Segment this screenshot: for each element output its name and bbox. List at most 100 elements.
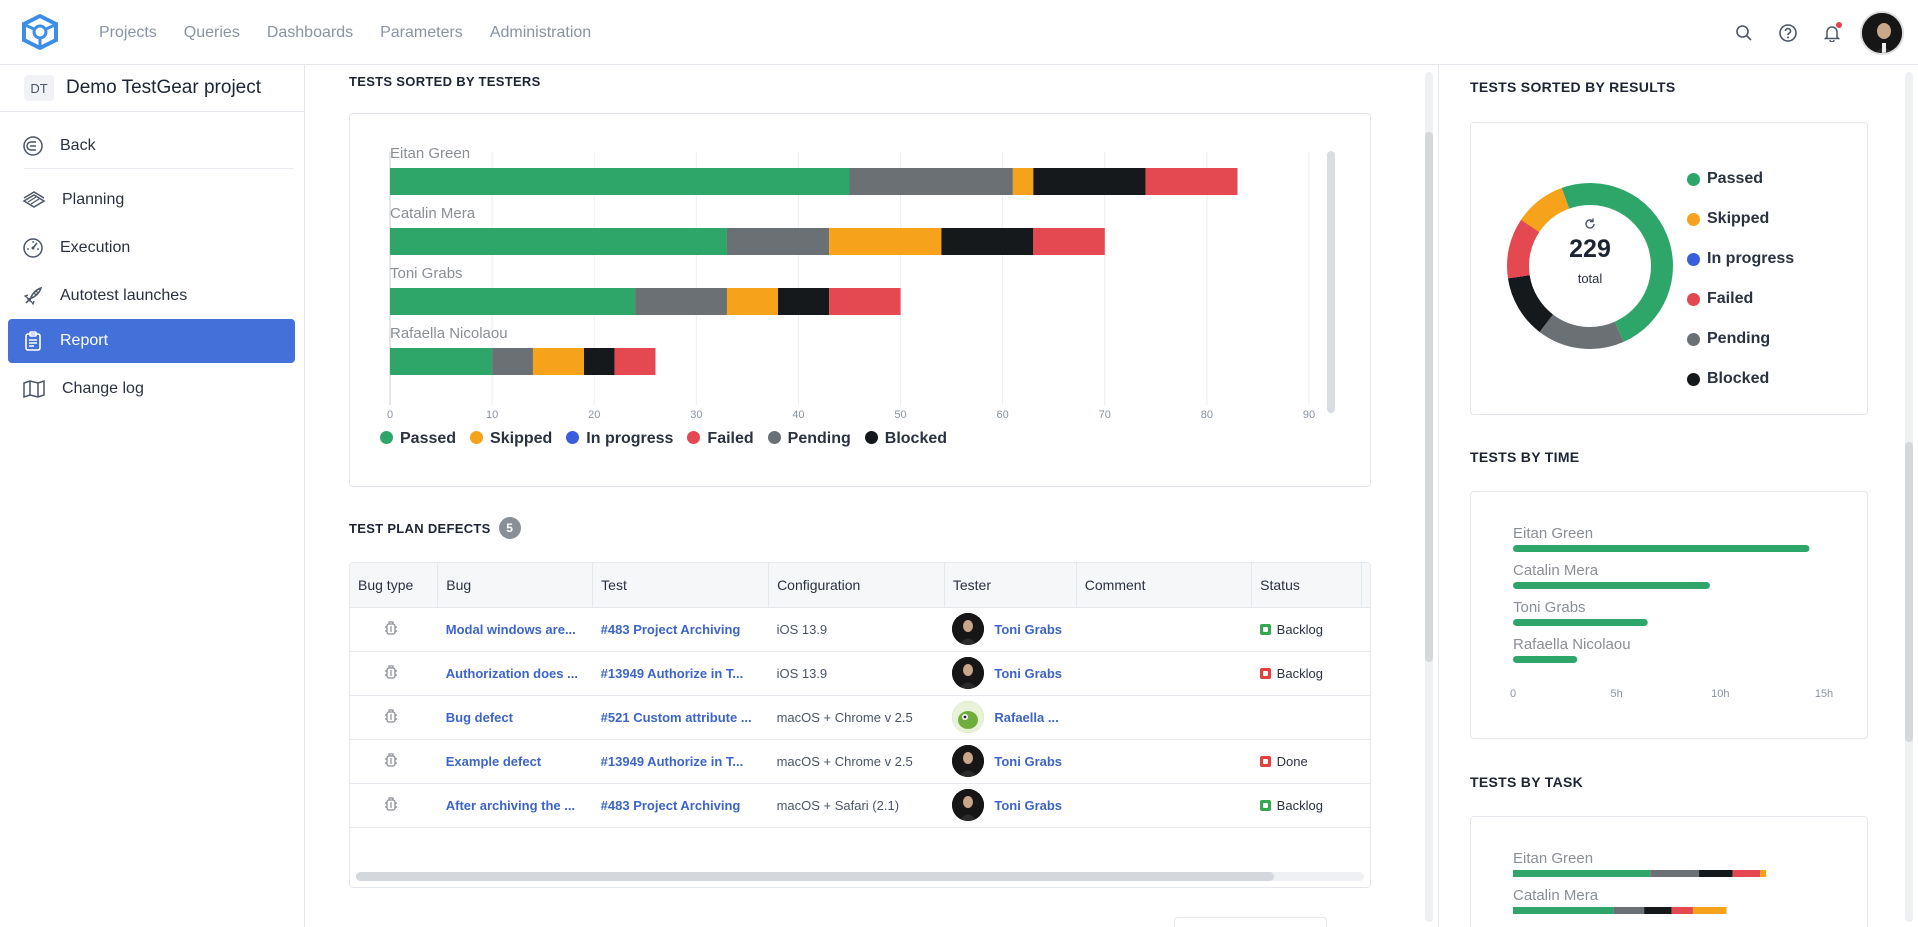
nav-dashboards[interactable]: Dashboards [266,23,354,41]
bar-segment-passed[interactable] [390,228,727,255]
donut-slice-failed[interactable] [1507,219,1540,279]
bug-link[interactable]: Modal windows are... [445,621,576,637]
results-legend-in-progress[interactable]: In progress [1687,239,1794,279]
sidebar-item-back[interactable]: Back [8,124,295,168]
task-bar-segment-failed[interactable] [1671,907,1693,914]
nav-administration[interactable]: Administration [489,23,592,41]
col-configuration[interactable]: Configuration [768,563,945,608]
col-tester[interactable]: Tester [944,563,1077,608]
results-legend-passed[interactable]: Passed [1687,159,1794,199]
task-bar-segment-pending[interactable] [1613,907,1645,914]
table-row[interactable]: Authorization does ... #13949 Authorize i… [350,651,1370,696]
bar-segment-skipped[interactable] [726,288,779,315]
table-row[interactable]: Example defect #13949 Authorize in T... ma… [350,739,1370,784]
legend-passed[interactable]: Passed [380,430,456,448]
test-link[interactable]: #483 Project Archiving [600,621,741,637]
time-bar[interactable] [1513,545,1810,552]
test-link[interactable]: #483 Project Archiving [600,797,741,813]
tester-link[interactable]: Rafaella ... [994,709,1059,725]
legend-failed[interactable]: Failed [687,430,754,448]
user-avatar[interactable] [1860,10,1904,55]
bar-segment-failed[interactable] [1145,168,1238,195]
results-legend-pending[interactable]: Pending [1687,319,1794,359]
donut-slice-pending[interactable] [1539,314,1624,349]
task-bar-segment-blocked[interactable] [1699,870,1733,877]
bar-segment-blocked[interactable] [778,288,830,315]
results-legend-blocked[interactable]: Blocked [1687,359,1794,399]
bar-segment-pending[interactable] [492,348,533,375]
tester-link[interactable]: Toni Grabs [994,797,1063,813]
table-row[interactable]: Modal windows are... #483 Project Archivi… [350,607,1370,652]
task-bar-segment-skipped[interactable] [1692,907,1727,914]
bar-segment-passed[interactable] [390,288,636,315]
horizontal-scroll-thumb[interactable] [356,872,1274,881]
tester-link[interactable]: Toni Grabs [994,621,1063,637]
col-status[interactable]: Status [1251,563,1362,608]
task-bar-segment-pending[interactable] [1650,870,1700,877]
bar-segment-skipped[interactable] [532,348,585,375]
bar-segment-failed[interactable] [1033,228,1105,255]
bar-segment-blocked[interactable] [584,348,615,375]
sidebar-item-change-log[interactable]: Change log [8,367,295,411]
bug-link[interactable]: Example defect [445,753,542,769]
bug-icon[interactable] [384,708,398,724]
bug-icon[interactable] [384,620,398,636]
test-link[interactable]: #521 Custom attribute ... [600,709,752,725]
test-link[interactable]: #13949 Authorize in T... [600,665,744,681]
right-scrollbar[interactable] [1905,72,1913,922]
pagination-box[interactable] [1174,917,1327,927]
task-bar-segment-skipped[interactable] [1760,870,1767,877]
time-bar[interactable] [1513,656,1578,663]
bar-segment-blocked[interactable] [941,228,1034,255]
bar-segment-skipped[interactable] [1012,168,1034,195]
bug-icon[interactable] [384,664,398,680]
nav-parameters[interactable]: Parameters [380,23,463,41]
legend-in-progress[interactable]: In progress [566,430,673,448]
bar-segment-failed[interactable] [614,348,656,375]
donut-slice-blocked[interactable] [1507,274,1554,332]
bug-icon[interactable] [384,752,398,768]
refresh-icon[interactable] [1583,217,1597,231]
sidebar-item-report[interactable]: Report [8,319,295,363]
legend-pending[interactable]: Pending [767,430,851,448]
sidebar-item-autotest-launches[interactable]: Autotest launches [8,274,295,318]
tester-link[interactable]: Toni Grabs [994,665,1063,681]
bar-segment-failed[interactable] [829,288,901,315]
task-bar-segment-failed[interactable] [1732,870,1761,877]
tester-link[interactable]: Toni Grabs [994,753,1063,769]
col-comment[interactable]: Comment [1076,563,1253,608]
sidebar-item-execution[interactable]: Execution [8,226,295,270]
bug-link[interactable]: Authorization does ... [445,665,578,681]
bell-icon[interactable] [1810,11,1854,55]
bug-icon[interactable] [384,796,398,812]
chart-scrollbar[interactable] [1327,151,1335,413]
col-bug[interactable]: Bug [437,563,594,608]
time-bar[interactable] [1513,619,1648,626]
bug-link[interactable]: Bug defect [445,709,513,725]
table-row[interactable]: After archiving the ... #483 Project Arch… [350,783,1370,828]
task-bar-segment-passed[interactable] [1513,907,1614,914]
sidebar-item-planning[interactable]: Planning [8,178,295,222]
bar-segment-pending[interactable] [635,288,727,315]
nav-queries[interactable]: Queries [183,23,240,41]
table-row[interactable]: Bug defect #521 Custom attribute ... macOS… [350,695,1370,740]
donut-slice-passed[interactable] [1561,183,1673,342]
results-legend-failed[interactable]: Failed [1687,279,1794,319]
bar-segment-pending[interactable] [726,228,830,255]
right-scroll-thumb[interactable] [1905,442,1913,742]
time-bar[interactable] [1513,582,1710,589]
search-icon[interactable] [1722,11,1766,55]
col-bug-type[interactable]: Bug type [350,563,439,608]
logo-icon[interactable] [20,14,60,50]
main-scroll-thumb[interactable] [1425,132,1433,662]
project-header[interactable]: DT Demo TestGear project [0,65,304,112]
bar-segment-passed[interactable] [390,168,850,195]
help-icon[interactable] [1766,11,1810,55]
col-test[interactable]: Test [592,563,770,608]
bar-segment-pending[interactable] [849,168,1013,195]
bar-segment-passed[interactable] [390,348,493,375]
test-link[interactable]: #13949 Authorize in T... [600,753,744,769]
results-legend-skipped[interactable]: Skipped [1687,199,1794,239]
task-bar-segment-passed[interactable] [1513,870,1651,877]
legend-blocked[interactable]: Blocked [864,430,947,448]
